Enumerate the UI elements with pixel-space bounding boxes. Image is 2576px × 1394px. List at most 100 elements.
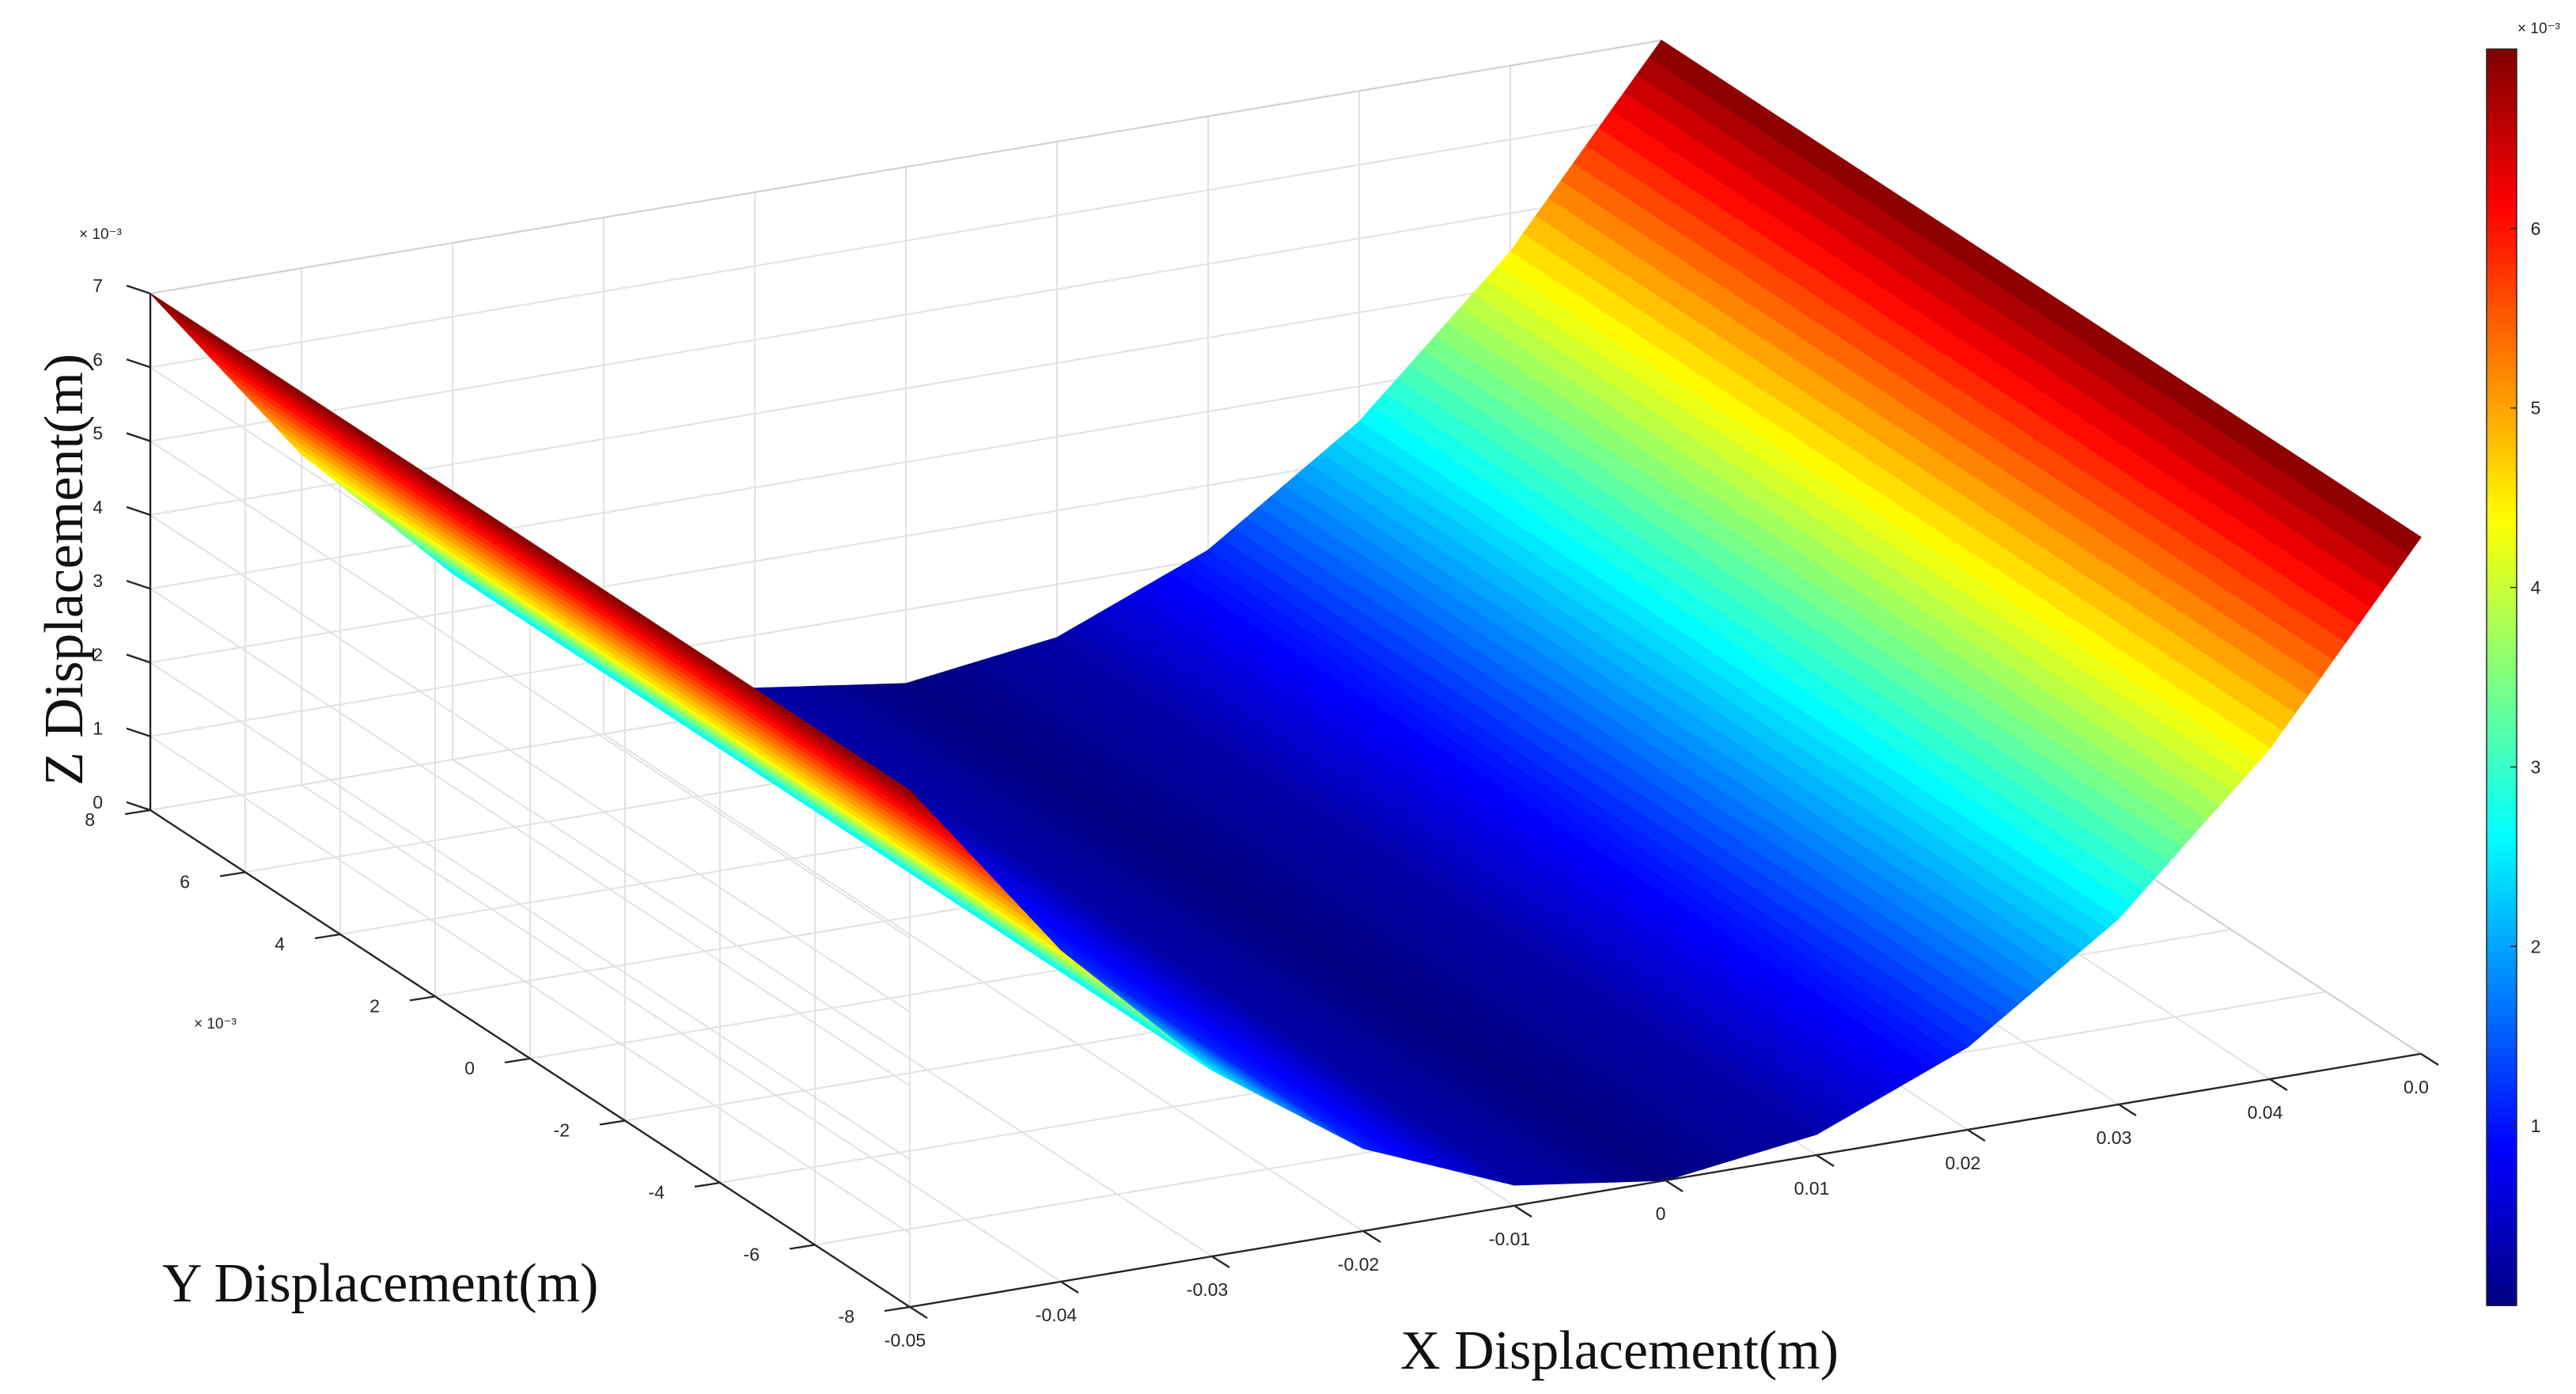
colorbar-band (2487, 748, 2517, 757)
colorbar-band (2487, 347, 2517, 357)
z-axis-label: Z Displacement(m) (34, 354, 95, 786)
colorbar-band (2487, 1164, 2517, 1173)
colorbar-band (2487, 520, 2517, 529)
colorbar-band (2487, 1234, 2517, 1244)
colorbar-band (2487, 268, 2517, 278)
y-tick-mark (884, 1305, 911, 1313)
z-tick-label: 1 (93, 718, 103, 739)
colorbar-band (2487, 151, 2517, 160)
colorbar-band (2487, 504, 2517, 513)
colorbar-band (2487, 1148, 2517, 1157)
x-tick-mark (2420, 1052, 2439, 1066)
colorbar-band (2487, 237, 2517, 247)
y-tick-mark (124, 809, 151, 816)
colorbar-band (2487, 991, 2517, 1000)
y-tick-mark (789, 1244, 816, 1250)
x-tick-label: -0.03 (1187, 1279, 1228, 1300)
colorbar-band (2487, 324, 2517, 333)
colorbar-band (2487, 104, 2517, 113)
colorbar-band (2487, 646, 2517, 655)
colorbar-band (2487, 488, 2517, 498)
colorbar-band (2487, 1046, 2517, 1055)
colorbar-band (2487, 779, 2517, 788)
colorbar-band (2487, 653, 2517, 663)
colorbar-band (2487, 135, 2517, 145)
colorbar-band (2487, 1266, 2517, 1275)
colorbar-band (2487, 771, 2517, 780)
z-tick-label: 7 (93, 275, 103, 296)
colorbar-band (2487, 826, 2517, 835)
x-tick-mark (2118, 1103, 2137, 1117)
colorbar-band (2487, 661, 2517, 670)
colorbar-band (2487, 1006, 2517, 1016)
colorbar-band (2487, 96, 2517, 105)
colorbar-band (2487, 229, 2517, 239)
colorbar-band (2487, 802, 2517, 812)
colorbar-band (2487, 182, 2517, 191)
colorbar-band (2487, 763, 2517, 773)
colorbar-band (2487, 284, 2517, 294)
colorbar-band (2487, 64, 2517, 74)
x-tick-label: 0 (1656, 1203, 1666, 1224)
colorbar-band (2487, 1108, 2517, 1118)
x-tick-mark (1060, 1280, 1079, 1294)
colorbar-band (2487, 983, 2517, 992)
colorbar-band (2487, 559, 2517, 568)
y-tick-label: -4 (649, 1182, 665, 1203)
x-tick-label: 0.01 (1794, 1178, 1830, 1199)
x-tick-label: 0.03 (2097, 1127, 2132, 1148)
colorbar-band (2487, 316, 2517, 325)
colorbar-band (2487, 724, 2517, 733)
colorbar-band (2487, 1250, 2517, 1260)
colorbar-band (2487, 512, 2517, 521)
colorbar-band (2487, 567, 2517, 576)
colorbar-band (2487, 190, 2517, 199)
z-tick-mark (126, 727, 151, 737)
colorbar-band (2487, 370, 2517, 380)
colorbar-band (2487, 292, 2517, 301)
surface-strip (200, 347, 974, 858)
box-edge (150, 40, 1662, 294)
colorbar-band (2487, 1022, 2517, 1032)
colorbar-band (2487, 740, 2517, 749)
surface-strip (263, 413, 1036, 925)
colorbar-band (2487, 386, 2517, 396)
colorbar-band (2487, 669, 2517, 678)
colorbar-band (2487, 410, 2517, 419)
colorbar-band (2487, 1242, 2517, 1252)
colorbar-band (2487, 873, 2517, 882)
x-tick-mark (1211, 1255, 1230, 1269)
colorbar-band (2487, 968, 2517, 977)
colorbar-band (2487, 308, 2517, 317)
colorbar-band (2487, 261, 2517, 270)
x-tick-label: -0.04 (1036, 1305, 1078, 1325)
y-tick-mark (314, 933, 341, 940)
colorbar-band (2487, 480, 2517, 490)
colorbar-exponent-label: × 10⁻³ (2517, 21, 2560, 37)
colorbar-band (2487, 457, 2517, 466)
colorbar-tick-label: 6 (2531, 218, 2541, 239)
surface-strip (150, 293, 923, 805)
y-axis-label: Y Displacement(m) (162, 1253, 598, 1314)
colorbar-band (2487, 638, 2517, 647)
z-tick-label: 5 (93, 423, 103, 444)
colorbar-band (2487, 1030, 2517, 1040)
y-exponent-label: × 10⁻³ (194, 1016, 237, 1032)
colorbar-band (2487, 1210, 2517, 1220)
colorbar-band (2487, 551, 2517, 561)
tick-labels: -0.05-0.04-0.03-0.02-0.0100.010.020.030.… (79, 226, 2429, 1350)
y-tick-label: -8 (839, 1306, 854, 1327)
colorbar-band (2487, 960, 2517, 969)
surface-strip (162, 306, 936, 818)
x-tick-mark (1816, 1153, 1835, 1168)
colorbar-band (2487, 465, 2517, 474)
colorbar-band (2487, 1078, 2517, 1087)
colorbar-band (2487, 708, 2517, 718)
colorbar-band (2487, 834, 2517, 843)
colorbar-band (2487, 881, 2517, 890)
colorbar-band (2487, 1140, 2517, 1150)
colorbar-band (2487, 331, 2517, 341)
colorbar-band (2487, 794, 2517, 804)
colorbar-band (2487, 732, 2517, 741)
colorbar-band (2487, 473, 2517, 482)
